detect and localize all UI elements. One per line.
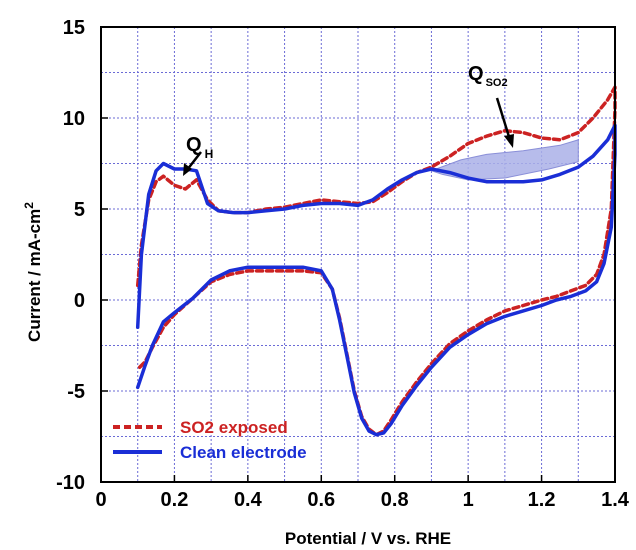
- y-tick-label: 0: [74, 290, 85, 312]
- y-tick-label: 15: [63, 17, 85, 39]
- x-tick-label: 0: [95, 489, 106, 511]
- y-axis-label-sup: 2: [22, 202, 36, 209]
- x-tick-label: 0.2: [161, 489, 189, 511]
- x-tick-label: 1.4: [601, 489, 630, 511]
- shaded-region-layer: [429, 139, 579, 181]
- x-tick-label: 1.2: [528, 489, 556, 511]
- series-line-clean-electrode: [135, 123, 617, 437]
- x-tick-label: 0.8: [381, 489, 409, 511]
- qh-arrow-head: [183, 163, 192, 176]
- series-line-so2-exposed: [135, 85, 617, 437]
- qso2-arrow: [495, 97, 512, 141]
- qh-sub: H: [205, 147, 214, 161]
- plot-frame: [100, 26, 616, 483]
- series-layer: [135, 85, 617, 437]
- svg-text:QH: QH: [186, 134, 213, 161]
- y-tick-label: 10: [63, 108, 85, 130]
- grid: [101, 27, 615, 482]
- tick-labels: 0 0.2 0.4 0.6 0.8 1 1.2 1.4 -10 -5 0 5 10 15: [56, 17, 630, 511]
- legend-label-so2: SO2 exposed: [180, 418, 288, 437]
- x-axis-label: Potential / V vs. RHE: [285, 529, 451, 548]
- qso2-arrow-head: [504, 134, 514, 148]
- y-tick-label: -10: [56, 472, 85, 494]
- x-tick-label: 0.4: [234, 489, 263, 511]
- y-axis-label-main: Current / mA-cm: [25, 209, 44, 342]
- qh-main: Q: [186, 134, 202, 156]
- qso2-main: Q: [468, 63, 484, 85]
- legend-label-clean: Clean electrode: [180, 443, 307, 462]
- y-axis-label: Current / mA-cm2: [22, 202, 44, 342]
- y-tick-label: 5: [74, 199, 85, 221]
- annotation-qso2: Q SO2: [468, 63, 514, 148]
- x-tick-label: 0.6: [307, 489, 335, 511]
- y-tick-label: -5: [67, 381, 85, 403]
- legend: SO2 exposed Clean electrode: [113, 418, 307, 462]
- qso2-sub: SO2: [486, 77, 508, 89]
- qso2-shaded-region: [429, 139, 579, 181]
- x-tick-label: 1: [463, 489, 474, 511]
